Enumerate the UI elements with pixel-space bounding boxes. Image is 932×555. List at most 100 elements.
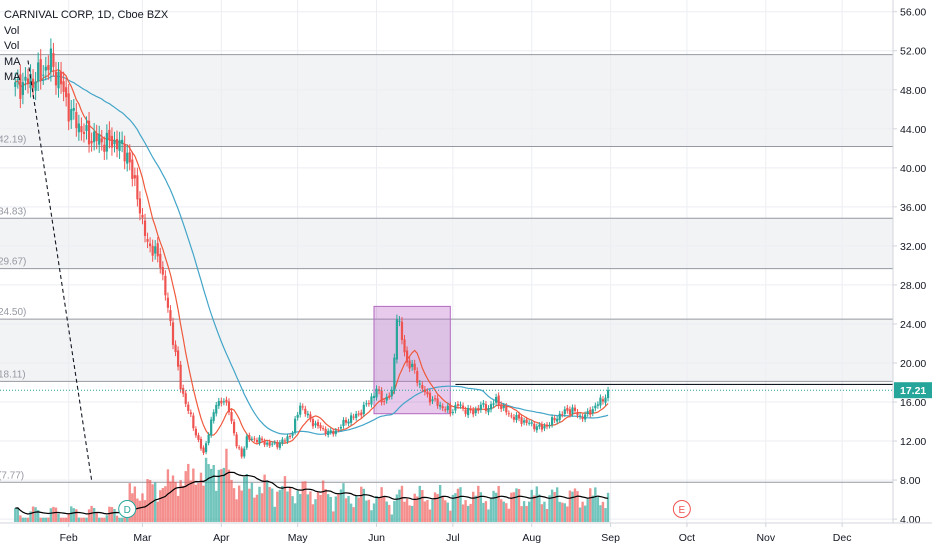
legend: CARNIVAL CORP, 1D, Cboe BZX Vol Vol MA M… xyxy=(4,8,168,86)
legend-vol-2[interactable]: Vol xyxy=(4,40,20,52)
volume-bar xyxy=(120,517,124,522)
candle-body xyxy=(413,363,416,370)
volume-bar xyxy=(237,485,241,522)
volume-bar xyxy=(388,504,391,522)
volume-bar xyxy=(390,514,394,522)
volume-bar xyxy=(428,509,432,522)
event-marker-circle xyxy=(672,500,691,518)
volume-bar xyxy=(151,484,154,522)
volume-bar xyxy=(49,508,53,522)
volume-bar xyxy=(370,510,373,522)
volume-bar xyxy=(75,509,78,522)
candle-body xyxy=(159,253,162,268)
candle-body xyxy=(82,131,86,134)
candle-body xyxy=(273,442,276,444)
volume-bar xyxy=(47,517,50,522)
candle-body xyxy=(360,412,363,416)
volume-bar xyxy=(553,491,556,522)
volume-bar xyxy=(220,469,223,522)
time-tick-label: Jun xyxy=(368,532,385,544)
volume-bar xyxy=(92,507,96,522)
candle-body xyxy=(604,397,607,403)
candle-body xyxy=(332,430,335,435)
volume-bar xyxy=(222,467,226,522)
fib-band xyxy=(0,319,893,382)
candle-body xyxy=(316,422,320,427)
volume-bar xyxy=(466,505,470,522)
volume-bar xyxy=(16,507,20,522)
legend-ma-2[interactable]: MA xyxy=(4,71,21,83)
candle-body xyxy=(377,389,381,391)
candle-body xyxy=(441,406,444,409)
candle-body xyxy=(601,399,605,402)
price-tick-label: 56.00 xyxy=(900,7,926,19)
volume-bar xyxy=(225,448,228,522)
volume-bar xyxy=(273,506,276,522)
volume-ma-line xyxy=(15,471,609,515)
candle-body xyxy=(131,159,134,179)
event-marker-circle xyxy=(118,500,137,518)
candle-body xyxy=(385,396,388,401)
volume-bar xyxy=(187,463,190,522)
volume-bar xyxy=(260,493,264,522)
candle-body xyxy=(464,409,467,414)
candle-body xyxy=(459,404,462,406)
candle-body xyxy=(126,152,129,164)
chart-title[interactable]: CARNIVAL CORP, 1D, Cboe BZX xyxy=(4,9,169,21)
candle-body xyxy=(258,437,261,444)
candle-body xyxy=(408,360,411,369)
volume-bar xyxy=(444,500,447,522)
candle-body xyxy=(507,413,510,415)
legend-ma-1[interactable]: MA xyxy=(4,55,21,68)
legend-vol-1[interactable]: Vol xyxy=(4,24,20,37)
price-tick-label: 48.00 xyxy=(900,85,926,97)
volume-bar xyxy=(232,488,236,522)
candle-body xyxy=(538,424,541,427)
candle-body xyxy=(324,428,327,434)
volume-bar xyxy=(164,486,167,522)
candle-body xyxy=(322,428,325,430)
time-tick-label: Dec xyxy=(833,532,852,544)
candle-body xyxy=(581,416,584,420)
candle-body xyxy=(584,414,587,420)
candle-body xyxy=(573,407,577,411)
candle-body xyxy=(149,243,152,247)
candle-body xyxy=(319,425,322,429)
volume-bar xyxy=(405,498,409,522)
candle-body xyxy=(543,425,546,429)
candle-body xyxy=(362,404,365,414)
volume-bar xyxy=(586,499,589,522)
candle-body xyxy=(591,409,594,414)
volume-bar xyxy=(82,517,86,522)
volume-bar xyxy=(510,492,513,522)
volume-bar xyxy=(153,482,157,522)
volume-bar xyxy=(375,496,378,522)
candle-body xyxy=(240,448,243,457)
price-tick-label: 12.00 xyxy=(900,436,926,448)
volume-bar xyxy=(136,498,139,522)
volume-bar xyxy=(492,490,495,522)
candle-body xyxy=(550,417,554,425)
price-axis[interactable]: 56.00 52.00 48.00 44.00 40.00 36.00 32.00 28.00… xyxy=(892,0,932,550)
candle-body xyxy=(556,418,559,422)
volume-bar xyxy=(393,501,396,522)
candle-body xyxy=(187,404,190,411)
volume-bar xyxy=(576,491,579,522)
volume-bar xyxy=(344,498,348,522)
candle-body xyxy=(309,414,312,420)
price-axis-bg xyxy=(893,0,932,550)
volume-bar xyxy=(449,510,452,522)
volume-bar xyxy=(601,501,605,522)
volume-bar xyxy=(530,489,533,522)
candle-body xyxy=(344,419,348,423)
candle-body xyxy=(461,405,465,409)
volume-bar xyxy=(357,497,360,522)
candle-body xyxy=(34,81,37,91)
volume-bar xyxy=(306,494,310,522)
candle-body xyxy=(558,413,561,420)
time-axis-bg xyxy=(0,523,932,550)
time-axis[interactable]: Feb Mar Apr May Jun Jul Aug Sep Oct Nov Dec xyxy=(0,522,932,550)
candle-body xyxy=(367,403,371,405)
volume-bar xyxy=(360,486,363,522)
